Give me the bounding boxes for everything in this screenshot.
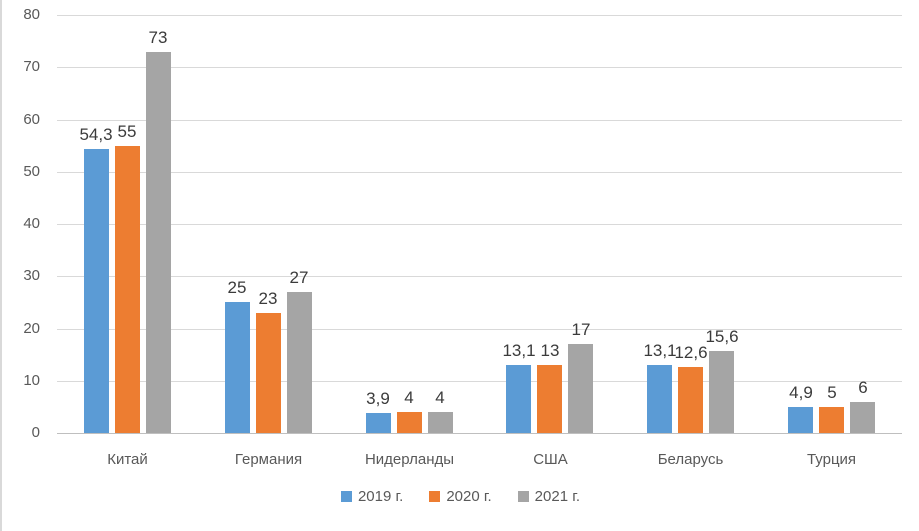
data-label: 6 bbox=[858, 378, 868, 397]
y-axis-tick-label: 70 bbox=[23, 58, 40, 75]
data-label: 55 bbox=[117, 122, 137, 141]
y-axis-tick-label: 20 bbox=[23, 320, 40, 337]
bar-2019г-4 bbox=[647, 365, 672, 433]
data-label: 15,6 bbox=[705, 327, 739, 346]
category-label: Беларусь bbox=[657, 451, 724, 468]
legend-label: 2019 г. bbox=[357, 488, 404, 505]
y-gridline bbox=[57, 224, 902, 225]
bar-2019г-2 bbox=[366, 413, 391, 433]
y-axis-tick-label: 0 bbox=[31, 424, 40, 441]
data-label: 27 bbox=[289, 268, 309, 287]
data-label: 3,9 bbox=[366, 389, 390, 408]
bar-2019г-0 bbox=[84, 149, 109, 433]
data-label: 17 bbox=[571, 320, 591, 339]
bar-2019г-5 bbox=[788, 407, 813, 433]
data-label: 23 bbox=[258, 289, 278, 308]
data-label: 4 bbox=[404, 388, 414, 407]
y-gridline bbox=[57, 276, 902, 277]
legend-item-2019г: 2019 г. bbox=[340, 488, 404, 505]
y-axis-tick-label: 60 bbox=[23, 111, 40, 128]
bar-2019г-3 bbox=[506, 365, 531, 433]
legend-swatch-icon bbox=[429, 491, 441, 502]
data-label: 13 bbox=[540, 341, 560, 360]
bar-2021г-2 bbox=[428, 412, 453, 433]
y-axis-tick-label: 30 bbox=[23, 267, 40, 284]
y-axis-tick-label: 40 bbox=[23, 215, 40, 232]
bar-2020г-3 bbox=[537, 365, 562, 433]
x-axis-line bbox=[57, 433, 902, 434]
data-label: 13,1 bbox=[502, 341, 536, 360]
legend: 2019 г. 2020 г. 2021 г. bbox=[2, 488, 919, 505]
legend-item-2021г: 2021 г. bbox=[517, 488, 581, 505]
bar-2021г-3 bbox=[568, 344, 593, 433]
data-label: 73 bbox=[148, 28, 168, 47]
data-label: 12,6 bbox=[674, 343, 708, 362]
category-label: Турция bbox=[806, 451, 857, 468]
legend-label: 2020 г. bbox=[446, 488, 492, 505]
bar-2020г-0 bbox=[115, 146, 140, 433]
bar-2020г-5 bbox=[819, 407, 844, 433]
data-label: 5 bbox=[827, 383, 837, 402]
bar-2021г-4 bbox=[709, 351, 734, 433]
y-gridline bbox=[57, 120, 902, 121]
data-label: 25 bbox=[227, 278, 247, 297]
y-axis-tick-label: 50 bbox=[23, 163, 40, 180]
bar-2020г-4 bbox=[678, 367, 703, 433]
y-gridline bbox=[57, 67, 902, 68]
y-gridline bbox=[57, 381, 902, 382]
data-label: 4,9 bbox=[789, 383, 813, 402]
legend-label: 2021 г. bbox=[534, 488, 581, 505]
bar-2020г-1 bbox=[256, 313, 281, 433]
legend-item-2020г: 2020 г. bbox=[429, 488, 492, 505]
data-label: 4 bbox=[435, 388, 445, 407]
category-label: Германия bbox=[234, 451, 303, 468]
y-axis-tick-label: 10 bbox=[23, 372, 40, 389]
bar-2020г-2 bbox=[397, 412, 422, 433]
bar-2021г-5 bbox=[850, 402, 875, 433]
y-gridline bbox=[57, 172, 902, 173]
legend-swatch-icon bbox=[517, 491, 529, 502]
bar-2021г-1 bbox=[287, 292, 312, 433]
bar-2021г-0 bbox=[146, 52, 171, 433]
category-label: Китай bbox=[107, 451, 148, 468]
data-label: 13,1 bbox=[643, 341, 677, 360]
legend-swatch-icon bbox=[340, 491, 352, 502]
bar-2019г-1 bbox=[225, 302, 250, 433]
y-gridline bbox=[57, 329, 902, 330]
y-axis-tick-label: 80 bbox=[23, 6, 40, 23]
category-label: США bbox=[533, 451, 568, 468]
category-label: Нидерланды bbox=[364, 451, 455, 468]
data-label: 54,3 bbox=[79, 125, 113, 144]
y-gridline bbox=[57, 15, 902, 16]
